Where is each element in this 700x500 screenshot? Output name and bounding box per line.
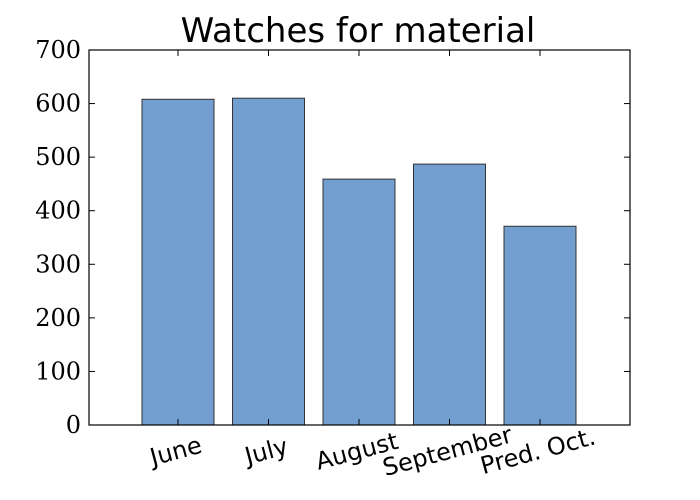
y-tick-label: 0 — [66, 411, 81, 439]
bar-june — [141, 98, 215, 426]
x-tick-label: June — [145, 431, 205, 472]
y-tick-label: 500 — [35, 143, 81, 171]
y-tick-label: 400 — [35, 197, 81, 225]
bar-september — [413, 163, 486, 426]
y-tick-label: 200 — [35, 304, 81, 332]
y-tick-label: 700 — [35, 36, 81, 64]
x-tick-label: July — [240, 432, 291, 471]
bar-august — [322, 178, 396, 426]
y-tick-label: 100 — [35, 357, 81, 385]
bars-group — [141, 97, 577, 426]
bar-pred-oct — [503, 225, 577, 426]
y-axis: 0 100 200 300 400 500 600 700 — [35, 36, 630, 439]
bar-july — [232, 97, 305, 426]
plot-frame — [88, 49, 631, 426]
y-tick-label: 600 — [35, 90, 81, 118]
y-tick-label: 300 — [35, 250, 81, 278]
chart-title: Watches for material — [181, 11, 536, 51]
